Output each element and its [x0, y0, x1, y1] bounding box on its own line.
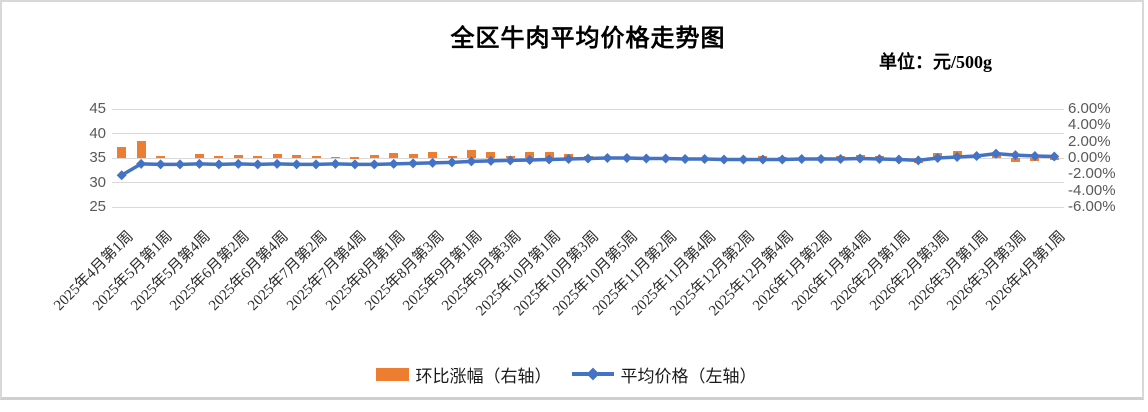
bar-week-over-week-change: [816, 157, 826, 159]
bar-week-over-week-change: [447, 156, 457, 158]
bar-week-over-week-change: [758, 155, 768, 158]
grid-line: [112, 108, 1064, 110]
bar-week-over-week-change: [874, 155, 884, 158]
chart-panel: 全区牛肉平均价格走势图 单位：元/500g 45 40 35 30 25 6.00% 4.0…: [0, 0, 1144, 400]
bar-week-over-week-change: [525, 152, 535, 158]
bar-week-over-week-change: [933, 153, 943, 158]
y-axis-tick-label: 35: [89, 149, 106, 166]
bar-week-over-week-change: [544, 151, 554, 158]
bar-week-over-week-change: [777, 157, 787, 159]
bar-week-over-week-change: [738, 158, 748, 160]
y-axis-tick-label: 30: [89, 173, 106, 191]
y2-axis-tick-label: 0.00%: [1068, 149, 1111, 166]
bar-week-over-week-change: [408, 153, 418, 158]
y2-axis-tick-label: 4.00%: [1068, 116, 1111, 134]
bar-week-over-week-change: [369, 155, 379, 158]
y-axis-tick-label: 45: [89, 100, 106, 117]
unit-label: 单位：元/500g: [879, 52, 993, 72]
bar-week-over-week-change: [253, 156, 263, 158]
bar-week-over-week-change: [680, 158, 690, 160]
bar-week-over-week-change: [466, 150, 476, 158]
bar-week-over-week-change: [719, 158, 729, 160]
bar-week-over-week-change: [894, 158, 904, 160]
y2-axis-tick-label: -6.00%: [1068, 198, 1116, 215]
bar-week-over-week-change: [214, 155, 224, 158]
bar-week-over-week-change: [1049, 158, 1059, 160]
y2-axis-tick-label: -4.00%: [1068, 181, 1116, 199]
bar-week-over-week-change: [972, 154, 982, 158]
bar-week-over-week-change: [952, 150, 962, 158]
y2-axis-tick-label: 2.00%: [1068, 132, 1111, 150]
y-axis-tick-label: 40: [89, 124, 106, 142]
grid-line: [112, 133, 1064, 134]
bar-week-over-week-change: [136, 140, 146, 158]
bar-week-over-week-change: [272, 153, 282, 158]
legend: 环比涨幅（右轴） 平均价格（左轴）: [2, 360, 1148, 388]
legend-label-line-series: 平均价格（左轴）: [620, 366, 757, 386]
bar-week-over-week-change: [913, 158, 923, 163]
bar-week-over-week-change: [583, 156, 593, 158]
bar-week-over-week-change: [428, 151, 438, 158]
chart-title: 全区牛肉平均价格走势图: [450, 26, 726, 52]
bar-week-over-week-change: [505, 155, 515, 158]
bar-week-over-week-change: [661, 157, 671, 159]
bar-week-over-week-change: [855, 155, 865, 158]
grid-line: [112, 182, 1064, 183]
bar-week-over-week-change: [641, 158, 651, 160]
legend-label-bar-series: 环比涨幅（右轴）: [415, 366, 552, 386]
bar-week-over-week-change: [194, 153, 204, 158]
bar-week-over-week-change: [350, 157, 360, 159]
bar-week-over-week-change: [330, 156, 340, 159]
bar-week-over-week-change: [564, 154, 574, 158]
bar-week-over-week-change: [602, 157, 612, 159]
grid-line: [112, 206, 1064, 208]
bar-week-over-week-change: [1030, 158, 1040, 161]
bar-week-over-week-change: [486, 151, 496, 158]
y2-axis-tick-label: 6.00%: [1068, 100, 1111, 117]
bar-series-swatch-icon: [375, 367, 409, 381]
bar-week-over-week-change: [233, 154, 243, 158]
line-series-swatch-icon: [571, 367, 614, 381]
bar-week-over-week-change: [1010, 158, 1020, 162]
bar-week-over-week-change: [117, 146, 127, 158]
bar-week-over-week-change: [389, 153, 399, 158]
bar-week-over-week-change: [156, 155, 166, 158]
diamond-marker-icon: [586, 367, 599, 381]
y-axis-tick-label: 25: [89, 198, 106, 215]
bar-week-over-week-change: [311, 156, 321, 158]
bar-week-over-week-change: [836, 155, 846, 158]
bar-week-over-week-change: [292, 155, 302, 158]
y2-axis-tick-label: -2.00%: [1068, 165, 1116, 183]
bar-week-over-week-change: [991, 153, 1001, 158]
